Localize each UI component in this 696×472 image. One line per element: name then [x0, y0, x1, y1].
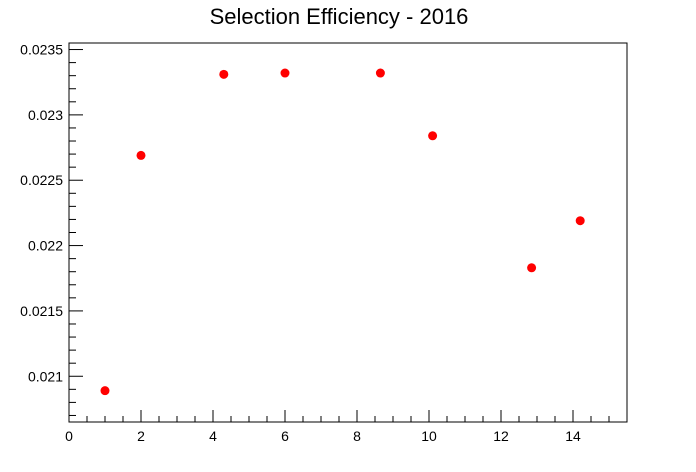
x-tick-label: 12: [493, 428, 509, 444]
data-point: [100, 386, 110, 396]
y-tick-label: 0.022: [28, 238, 63, 254]
x-tick-label: 4: [209, 428, 217, 444]
x-tick-label: 6: [281, 428, 289, 444]
chart-title: Selection Efficiency - 2016: [210, 4, 469, 29]
plot-frame: [68, 42, 628, 423]
data-point: [575, 216, 585, 226]
data-point: [527, 263, 537, 273]
x-tick-label: 10: [421, 428, 437, 444]
x-tick-label: 0: [65, 428, 73, 444]
y-tick-label: 0.023: [28, 107, 63, 123]
y-tick-label: 0.0235: [20, 42, 63, 58]
y-tick-label: 0.0215: [20, 303, 63, 319]
x-tick-label: 8: [353, 428, 361, 444]
data-point: [428, 131, 438, 141]
data-point: [375, 68, 385, 78]
x-tick-label: 2: [137, 428, 145, 444]
axis-tick-labels: 0 2 4 6 8 10 12 14 0.021 0.0215 0.022 0.0225 0.023 0.…: [20, 42, 581, 444]
data-point: [280, 68, 290, 78]
data-point: [219, 69, 229, 79]
y-tick-label: 0.021: [28, 368, 63, 384]
x-tick-label: 14: [565, 428, 581, 444]
data-points: [100, 68, 585, 396]
axis-ticks: [68, 49, 628, 422]
y-tick-label: 0.0225: [20, 172, 63, 188]
data-point: [136, 150, 146, 160]
